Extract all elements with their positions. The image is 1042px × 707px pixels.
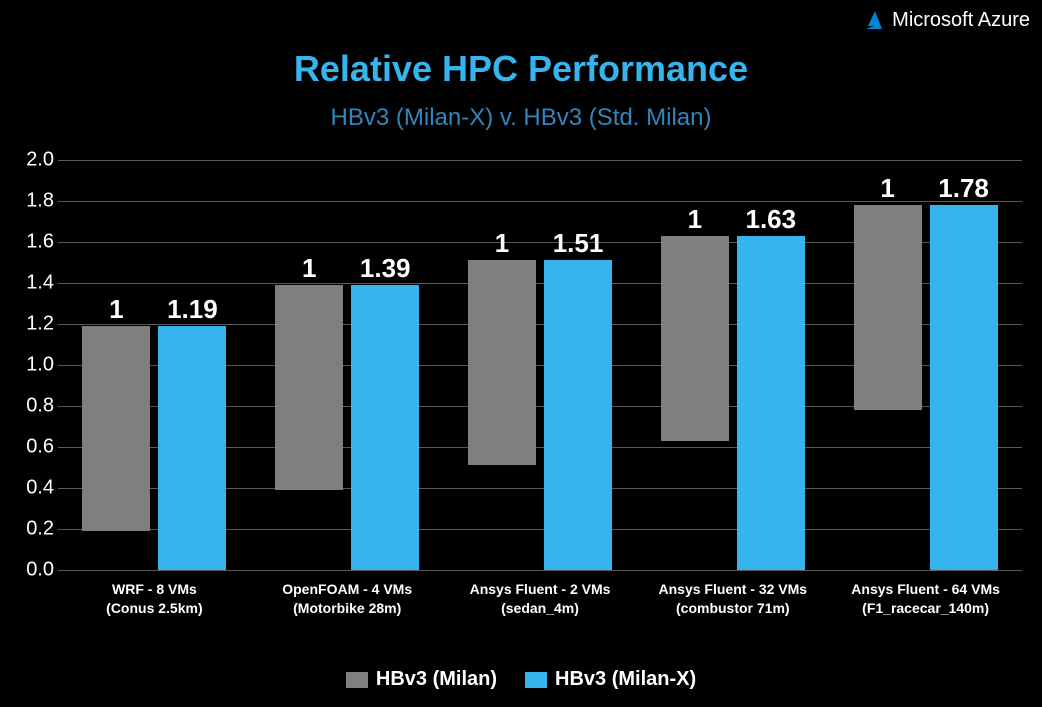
bar: 1 [661, 236, 729, 441]
x-axis-category-label: WRF - 8 VMs(Conus 2.5km) [106, 580, 202, 618]
bar: 1 [82, 326, 150, 531]
bar-value-label: 1.63 [745, 204, 796, 235]
bar: 1.78 [930, 205, 998, 570]
x-axis-category-label: OpenFOAM - 4 VMs(Motorbike 28m) [282, 580, 412, 618]
legend-label-1: HBv3 (Milan-X) [555, 668, 696, 691]
legend-label-0: HBv3 (Milan) [376, 668, 497, 691]
bar-value-label: 1.78 [938, 173, 989, 204]
chart-subtitle: HBv3 (Milan-X) v. HBv3 (Std. Milan) [0, 104, 1042, 132]
brand-text: Microsoft Azure [892, 9, 1030, 32]
y-tick-label: 0.8 [10, 395, 54, 418]
bar-value-label: 1 [109, 294, 123, 325]
y-tick-label: 2.0 [10, 149, 54, 172]
bar-value-label: 1 [688, 204, 702, 235]
y-tick-label: 1.2 [10, 313, 54, 336]
slide: Microsoft Azure Relative HPC Performance… [0, 0, 1042, 707]
y-tick-label: 1.0 [10, 354, 54, 377]
bar: 1.39 [351, 285, 419, 570]
legend-swatch-0 [346, 672, 368, 688]
azure-icon [862, 8, 886, 32]
gridline [58, 570, 1022, 571]
bar-group: 11.51 [468, 260, 612, 570]
y-tick-label: 1.4 [10, 272, 54, 295]
x-axis-labels: WRF - 8 VMs(Conus 2.5km) OpenFOAM - 4 VMs… [58, 580, 1022, 640]
chart-legend: HBv3 (Milan) HBv3 (Milan-X) [0, 668, 1042, 691]
y-tick-label: 0.0 [10, 559, 54, 582]
x-axis-category-label: Ansys Fluent - 64 VMs(F1_racecar_140m) [851, 580, 1000, 618]
bar-value-label: 1 [880, 173, 894, 204]
x-axis-category-label: Ansys Fluent - 32 VMs(combustor 71m) [659, 580, 808, 618]
y-tick-label: 1.8 [10, 190, 54, 213]
bar-group: 11.19 [82, 326, 226, 570]
bar-value-label: 1.51 [553, 228, 604, 259]
bar-group: 11.63 [661, 236, 805, 570]
chart-title: Relative HPC Performance [0, 48, 1042, 90]
bar-value-label: 1 [495, 228, 509, 259]
brand-logo: Microsoft Azure [862, 8, 1030, 32]
bar-value-label: 1.19 [167, 294, 218, 325]
legend-swatch-1 [525, 672, 547, 688]
chart-bars: 11.1911.3911.5111.6311.78 [58, 160, 1022, 570]
bar: 1 [854, 205, 922, 410]
bar: 1 [468, 260, 536, 465]
bar: 1.19 [158, 326, 226, 570]
bar: 1.51 [544, 260, 612, 570]
y-tick-label: 0.6 [10, 436, 54, 459]
y-tick-label: 1.6 [10, 231, 54, 254]
legend-item-series-0: HBv3 (Milan) [346, 668, 497, 691]
y-tick-label: 0.2 [10, 518, 54, 541]
bar-group: 11.78 [854, 205, 998, 570]
bar-group: 11.39 [275, 285, 419, 570]
bar-value-label: 1.39 [360, 253, 411, 284]
bar: 1.63 [737, 236, 805, 570]
bar-value-label: 1 [302, 253, 316, 284]
x-axis-category-label: Ansys Fluent - 2 VMs(sedan_4m) [470, 580, 611, 618]
y-axis-ticks: 0.00.20.40.60.81.01.21.41.61.82.0 [10, 160, 54, 570]
bar: 1 [275, 285, 343, 490]
y-tick-label: 0.4 [10, 477, 54, 500]
legend-item-series-1: HBv3 (Milan-X) [525, 668, 696, 691]
